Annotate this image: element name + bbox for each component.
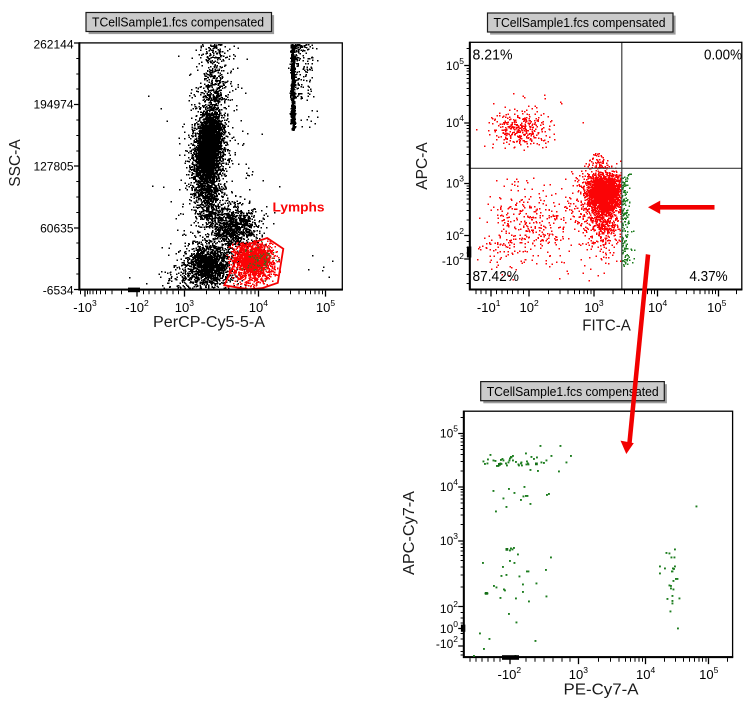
svg-text:-102: -102 — [498, 665, 522, 682]
svg-text:127805: 127805 — [33, 159, 73, 173]
svg-text:8.21%: 8.21% — [473, 47, 513, 63]
svg-text:PerCP-Cy5-5-A: PerCP-Cy5-5-A — [153, 314, 266, 331]
svg-text:-102: -102 — [125, 298, 149, 315]
svg-text:TCellSample1.fcs compensated: TCellSample1.fcs compensated — [92, 15, 264, 30]
svg-text:TCellSample1.fcs compensated: TCellSample1.fcs compensated — [487, 384, 659, 399]
svg-text:87.42%: 87.42% — [473, 269, 520, 285]
svg-text:4.37%: 4.37% — [689, 269, 727, 285]
svg-text:194974: 194974 — [33, 98, 73, 112]
svg-text:Lymphs: Lymphs — [273, 200, 325, 215]
svg-text:-101: -101 — [477, 298, 501, 315]
svg-text:-6534: -6534 — [43, 284, 74, 298]
svg-text:-102: -102 — [436, 634, 458, 651]
svg-text:APC-A: APC-A — [414, 142, 431, 190]
svg-text:-102: -102 — [442, 251, 464, 268]
svg-text:-103: -103 — [73, 298, 97, 315]
svg-text:60635: 60635 — [40, 222, 74, 236]
svg-text:262144: 262144 — [33, 38, 73, 52]
svg-text:TCellSample1.fcs compensated: TCellSample1.fcs compensated — [494, 15, 666, 30]
svg-text:APC-Cy7-A: APC-Cy7-A — [401, 490, 418, 575]
svg-text:FITC-A: FITC-A — [582, 318, 631, 335]
svg-text:SSC-A: SSC-A — [7, 139, 24, 187]
svg-text:0.00%: 0.00% — [704, 47, 742, 63]
svg-text:PE-Cy7-A: PE-Cy7-A — [564, 682, 640, 699]
